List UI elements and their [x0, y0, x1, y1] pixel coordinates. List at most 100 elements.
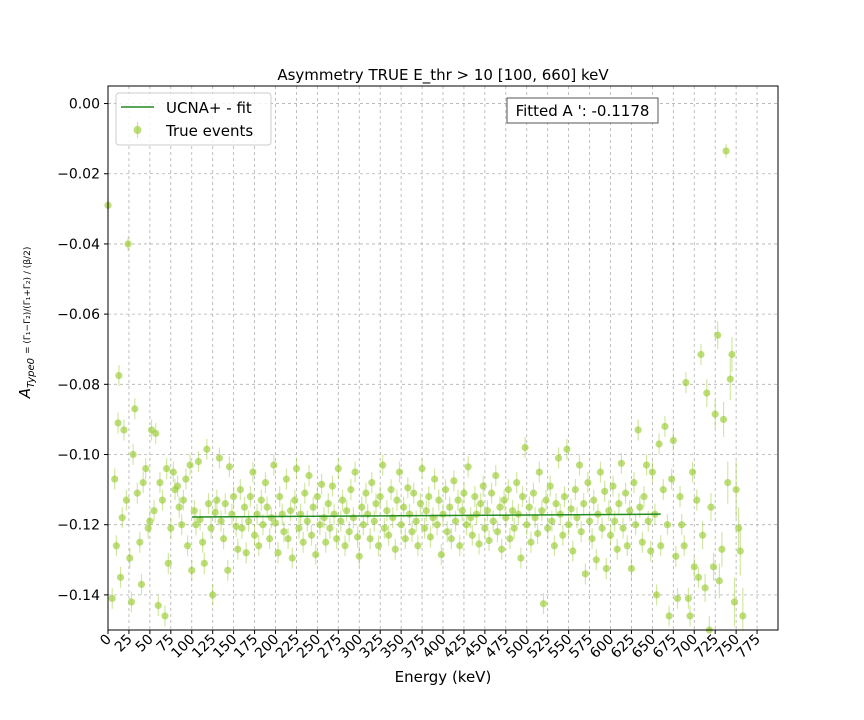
- data-point: [659, 486, 667, 494]
- data-point: [188, 566, 196, 574]
- data-point: [684, 594, 692, 603]
- data-point: [462, 521, 471, 529]
- data-point: [481, 524, 489, 532]
- data-point: [726, 375, 734, 383]
- y-tick-label: −0.12: [57, 518, 100, 534]
- data-point: [225, 463, 234, 471]
- y-tick-label: 0.00: [69, 97, 100, 113]
- data-point: [627, 564, 636, 573]
- legend-fit-label: UCNA+ - fit: [166, 99, 252, 117]
- data-point: [719, 415, 728, 424]
- data-point: [414, 542, 422, 550]
- data-point: [112, 542, 120, 550]
- data-point: [259, 521, 267, 529]
- data-point: [498, 545, 506, 553]
- data-point: [554, 454, 563, 462]
- data-point: [238, 524, 246, 532]
- data-point: [730, 598, 739, 606]
- data-point: [735, 524, 743, 532]
- data-point: [617, 459, 625, 467]
- data-point: [454, 496, 462, 504]
- data-point: [175, 503, 183, 511]
- data-point: [359, 521, 368, 529]
- data-point: [255, 542, 263, 550]
- data-point: [126, 554, 134, 562]
- data-point: [139, 478, 147, 487]
- data-point: [437, 550, 445, 559]
- data-point: [697, 350, 705, 359]
- data-point: [575, 461, 584, 469]
- data-point: [152, 429, 160, 438]
- data-point: [246, 493, 254, 501]
- data-point: [590, 496, 598, 504]
- data-point: [456, 542, 464, 550]
- data-point: [585, 517, 594, 525]
- legend-events-label: True events: [165, 122, 253, 140]
- data-point: [668, 475, 676, 483]
- data-point: [307, 531, 316, 539]
- data-point: [701, 584, 709, 592]
- data-point: [114, 419, 122, 427]
- fit-annotation-text: Fitted A ': -0.1178: [516, 102, 650, 120]
- data-point: [280, 528, 288, 536]
- data-point: [523, 521, 531, 529]
- data-point: [387, 486, 395, 494]
- data-point: [320, 514, 328, 522]
- data-point: [150, 507, 158, 515]
- data-point: [475, 540, 483, 548]
- data-point: [739, 612, 747, 620]
- data-point: [263, 503, 271, 511]
- data-point: [404, 484, 412, 492]
- fit-line: [191, 513, 661, 518]
- data-point: [678, 521, 686, 529]
- data-point: [732, 486, 740, 494]
- data-point: [124, 240, 132, 248]
- data-point: [343, 507, 351, 515]
- data-point: [120, 426, 128, 434]
- data-point: [345, 528, 353, 536]
- data-point: [380, 524, 388, 532]
- data-point: [703, 389, 711, 397]
- data-point: [397, 521, 405, 529]
- data-point: [640, 493, 648, 501]
- data-point: [118, 514, 126, 522]
- data-point: [602, 564, 610, 573]
- data-point: [192, 521, 200, 529]
- data-point: [433, 521, 441, 529]
- data-point: [199, 538, 207, 546]
- data-point: [525, 503, 533, 511]
- data-point: [638, 538, 646, 546]
- y-tick-label: −0.10: [57, 448, 100, 464]
- data-point: [592, 556, 600, 564]
- data-point: [489, 517, 497, 525]
- data-point: [338, 496, 347, 504]
- data-point: [584, 478, 592, 487]
- data-point: [632, 521, 640, 529]
- data-point: [129, 450, 137, 459]
- data-point: [203, 445, 211, 453]
- data-point: [673, 594, 682, 603]
- data-point: [349, 514, 357, 522]
- data-point: [366, 535, 374, 543]
- data-point: [606, 531, 615, 539]
- data-point: [207, 524, 215, 532]
- y-tick-label: −0.06: [57, 307, 100, 323]
- fit-annotation-box: [506, 97, 659, 124]
- data-point: [240, 503, 249, 511]
- data-point: [642, 461, 651, 469]
- data-point: [634, 426, 642, 434]
- data-point: [538, 507, 546, 515]
- data-point: [521, 443, 529, 452]
- data-point: [513, 478, 521, 487]
- data-point: [305, 471, 313, 480]
- data-point: [714, 331, 722, 339]
- data-point: [291, 496, 299, 504]
- data-point: [711, 410, 719, 418]
- data-point: [400, 503, 408, 511]
- data-point: [351, 468, 359, 476]
- data-point: [483, 507, 491, 515]
- data-point: [161, 612, 169, 620]
- data-point: [232, 522, 240, 531]
- data-point: [333, 535, 341, 543]
- data-point: [221, 500, 229, 508]
